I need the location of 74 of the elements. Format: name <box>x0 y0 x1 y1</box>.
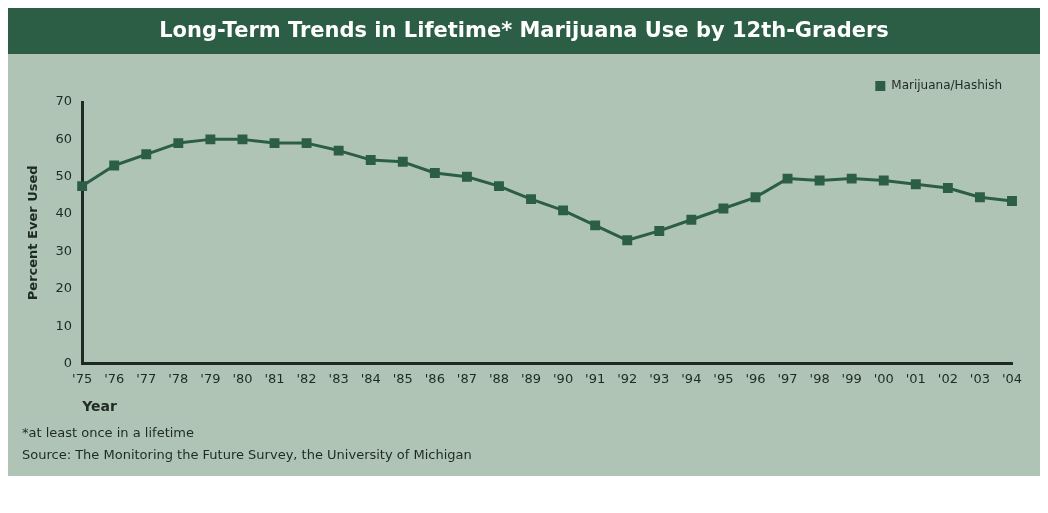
x-tick-label: '92 <box>617 370 638 386</box>
point <box>590 220 601 231</box>
y-tick-label: 0 <box>63 354 73 370</box>
point <box>942 183 953 193</box>
legend-label: Marijuana/Hashish <box>891 78 1003 93</box>
point <box>397 156 408 167</box>
y-tick-label: 30 <box>55 242 73 258</box>
point <box>461 171 472 182</box>
x-tick-label: '93 <box>649 370 670 386</box>
point <box>718 203 729 214</box>
x-tick-label: '84 <box>360 370 381 386</box>
x-tick-label: '97 <box>777 370 798 386</box>
x-tick-label: '86 <box>424 370 445 386</box>
point <box>1007 196 1017 206</box>
x-tick-label: '98 <box>809 370 830 386</box>
x-tick-label: '79 <box>200 370 221 386</box>
point <box>654 225 665 236</box>
point <box>494 181 504 192</box>
point <box>846 173 857 184</box>
x-tick-label: '03 <box>969 370 990 386</box>
point <box>141 149 152 160</box>
x-tick-label: '80 <box>232 370 253 386</box>
x-tick-label: '00 <box>873 370 894 386</box>
point <box>301 138 312 149</box>
y-tick-label: 20 <box>55 280 73 296</box>
x-tick-label: '81 <box>264 370 285 386</box>
x-tick-label: '87 <box>456 370 477 386</box>
source-note: Source: The Monitoring the Future Survey, the University of Michigan <box>22 446 473 464</box>
point <box>429 168 440 178</box>
point <box>77 181 88 192</box>
x-tick-label: '76 <box>104 370 125 386</box>
x-tick-label: '90 <box>553 370 574 386</box>
x-tick-label: '82 <box>296 370 317 386</box>
point <box>910 179 921 190</box>
point <box>205 134 216 145</box>
point <box>686 214 697 225</box>
x-tick-label: '99 <box>841 370 862 386</box>
y-tick-label: 40 <box>55 205 73 221</box>
x-tick-label: '83 <box>328 370 349 386</box>
x-tick-label: '75 <box>72 370 93 386</box>
point <box>269 138 280 149</box>
x-tick-label: '02 <box>937 370 958 386</box>
y-tick-label: 60 <box>55 130 73 146</box>
x-tick-label: '01 <box>905 370 926 386</box>
x-axis-title: Year <box>81 398 117 415</box>
point <box>109 160 120 171</box>
point <box>333 145 344 156</box>
x-tick-label: '04 <box>1001 370 1023 386</box>
point <box>782 173 793 184</box>
chart-title: Long-Term Trends in Lifetime* Marijuana Use by 12th-Graders <box>8 8 1040 54</box>
x-tick-label: '91 <box>585 370 606 386</box>
x-tick-label: '78 <box>168 370 189 386</box>
point <box>622 235 633 246</box>
y-axis-title: Percent Ever Used <box>25 165 41 301</box>
point <box>237 134 248 145</box>
point <box>365 154 376 165</box>
text: *at least once in a lifetime <box>22 424 195 442</box>
point <box>974 192 985 203</box>
x-tick-label: '77 <box>136 370 157 386</box>
point <box>526 194 536 205</box>
y-tick-label: 70 <box>55 93 73 109</box>
x-tick-label: '94 <box>681 370 702 386</box>
point <box>750 192 761 203</box>
x-tick-label: '96 <box>745 370 766 386</box>
x-tick-label: '88 <box>488 370 510 386</box>
y-tick-label: 10 <box>55 317 73 333</box>
x-tick-label: '95 <box>713 370 734 386</box>
y-tick-label: 50 <box>55 168 73 184</box>
point <box>814 175 825 186</box>
point <box>878 175 889 186</box>
point <box>558 205 569 216</box>
point <box>173 138 184 149</box>
x-tick-label: '89 <box>520 370 542 386</box>
x-tick-label: '85 <box>392 370 413 386</box>
